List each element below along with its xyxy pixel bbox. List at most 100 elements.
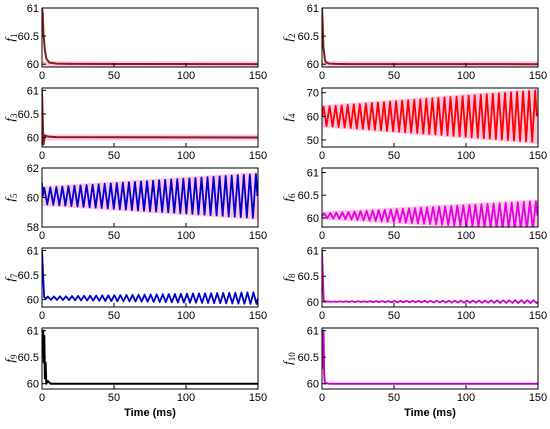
subplot-2: 0 50 100 150 60 60.5 61 f2 bbox=[280, 3, 547, 82]
y-axis-label: f4 bbox=[280, 113, 297, 122]
y-tick-label: 61 bbox=[307, 168, 319, 180]
series-line bbox=[42, 173, 258, 219]
y-tick-label: 60 bbox=[307, 297, 319, 309]
x-tick-label: 50 bbox=[388, 230, 400, 242]
x-tick-label: 100 bbox=[457, 230, 475, 242]
series-line bbox=[42, 8, 258, 66]
y-tick-label: 61 bbox=[27, 245, 39, 257]
x-tick-label: 150 bbox=[529, 70, 547, 82]
x-tick-label: 0 bbox=[319, 70, 325, 82]
x-tick-label: 0 bbox=[319, 230, 325, 242]
x-tick-label: 50 bbox=[108, 392, 120, 404]
x-tick-label: 150 bbox=[529, 392, 547, 404]
x-tick-label: 150 bbox=[529, 310, 547, 322]
x-tick-label: 50 bbox=[108, 230, 120, 242]
x-tick-label: 0 bbox=[319, 150, 325, 162]
y-axis-label-main: f bbox=[2, 276, 17, 282]
y-tick-label: 62 bbox=[27, 163, 39, 175]
subplot-8: 0 50 100 150 60 60.5 61 f8 bbox=[280, 246, 547, 322]
x-tick-label: 150 bbox=[249, 70, 267, 82]
x-tick-label: 100 bbox=[177, 70, 195, 82]
series-line bbox=[42, 90, 258, 146]
y-axis-label: f9 bbox=[2, 354, 19, 363]
y-tick-label: 61 bbox=[307, 3, 319, 15]
y-axis-label-sub: 10 bbox=[287, 352, 297, 362]
axes-frame bbox=[41, 327, 259, 390]
x-tick-label: 100 bbox=[177, 230, 195, 242]
y-axis-label-sub: 9 bbox=[9, 354, 19, 359]
x-tick-label: 100 bbox=[457, 392, 475, 404]
x-tick-label: 0 bbox=[39, 230, 45, 242]
x-tick-label: 150 bbox=[249, 230, 267, 242]
y-tick-label: 50 bbox=[307, 135, 319, 147]
y-tick-label: 60 bbox=[27, 59, 39, 71]
y-axis-label: f10 bbox=[280, 352, 297, 365]
series-line bbox=[322, 250, 538, 305]
subplot-6: 0 50 100 150 60 60.5 61 f6 bbox=[280, 167, 547, 242]
y-tick-label: 61 bbox=[307, 326, 319, 338]
y-axis-label-sub: 3 bbox=[9, 113, 19, 118]
y-tick-label: 58 bbox=[27, 222, 39, 234]
y-tick-label: 60 bbox=[307, 379, 319, 391]
y-axis-label: f6 bbox=[280, 193, 297, 202]
y-axis-label-main: f bbox=[280, 359, 295, 365]
y-axis-label-sub: 1 bbox=[9, 33, 19, 38]
y-tick-label: 60 bbox=[27, 193, 39, 205]
axes-frame bbox=[321, 167, 539, 228]
y-axis-label-sub: 4 bbox=[287, 113, 297, 118]
y-tick-label: 60 bbox=[27, 133, 39, 145]
subplot-10: 0 50 100 150 60 60.5 61 f10 Time (ms) bbox=[280, 326, 547, 419]
axes-frame bbox=[41, 7, 259, 68]
y-tick-label: 60.5 bbox=[18, 352, 39, 364]
series-line bbox=[42, 329, 258, 385]
x-tick-label: 100 bbox=[177, 150, 195, 162]
y-tick-label: 61 bbox=[307, 246, 319, 258]
y-axis-label: f3 bbox=[2, 113, 19, 122]
y-axis-label-main: f bbox=[280, 276, 295, 282]
x-tick-label: 100 bbox=[457, 70, 475, 82]
axes-frame bbox=[321, 327, 539, 390]
x-tick-label: 0 bbox=[319, 310, 325, 322]
x-tick-label: 0 bbox=[39, 70, 45, 82]
x-tick-label: 100 bbox=[177, 392, 195, 404]
y-tick-label: 61 bbox=[27, 3, 39, 15]
y-axis-label: f5 bbox=[2, 193, 19, 202]
x-tick-label: 150 bbox=[529, 150, 547, 162]
subplot-7: 0 50 100 150 60 60.5 61 f7 bbox=[2, 245, 267, 322]
y-tick-label: 70 bbox=[307, 88, 319, 100]
series-line bbox=[322, 329, 538, 385]
y-axis-label-sub: 2 bbox=[287, 33, 297, 38]
y-tick-label: 60.5 bbox=[18, 270, 39, 282]
x-tick-label: 0 bbox=[39, 392, 45, 404]
subplot-3: 0 50 100 150 60 60.5 61 f3 bbox=[2, 85, 267, 162]
x-tick-label: 50 bbox=[388, 150, 400, 162]
y-tick-label: 61 bbox=[27, 326, 39, 338]
y-axis-label: f2 bbox=[280, 33, 297, 41]
x-axis-label: Time (ms) bbox=[124, 407, 176, 419]
y-tick-label: 60.5 bbox=[18, 109, 39, 121]
y-tick-label: 60.5 bbox=[298, 31, 319, 43]
y-tick-label: 60.5 bbox=[298, 190, 319, 202]
x-tick-label: 0 bbox=[39, 310, 45, 322]
x-tick-label: 50 bbox=[108, 150, 120, 162]
y-axis-label: f8 bbox=[280, 273, 297, 282]
y-tick-label: 60.5 bbox=[298, 271, 319, 283]
x-tick-label: 150 bbox=[529, 230, 547, 242]
axes-frame bbox=[41, 87, 259, 148]
y-tick-label: 60 bbox=[307, 111, 319, 123]
x-tick-label: 50 bbox=[108, 310, 120, 322]
axes-frame bbox=[41, 247, 259, 308]
x-tick-label: 50 bbox=[388, 70, 400, 82]
axes-frame bbox=[321, 87, 539, 148]
y-axis-label-main: f bbox=[280, 116, 295, 122]
x-tick-label: 100 bbox=[457, 150, 475, 162]
x-tick-label: 50 bbox=[388, 392, 400, 404]
y-tick-label: 60 bbox=[307, 213, 319, 225]
x-axis-label: Time (ms) bbox=[404, 407, 456, 419]
series-line bbox=[322, 8, 538, 66]
y-tick-label: 60.5 bbox=[18, 31, 39, 43]
y-tick-label: 60.5 bbox=[298, 352, 319, 364]
y-axis-label-main: f bbox=[2, 196, 17, 202]
subplot-1: 0 50 100 150 60 60.5 61 f1 bbox=[2, 3, 267, 82]
